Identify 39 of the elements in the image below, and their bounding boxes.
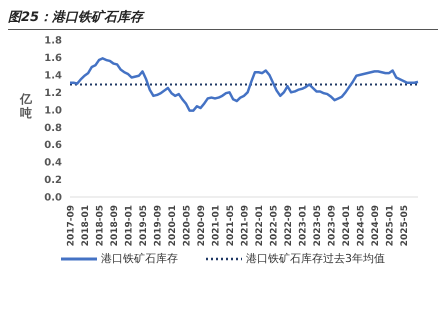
x-tick-label: 2025-05 <box>400 205 410 246</box>
legend-label: 港口铁矿石库存 <box>101 251 178 266</box>
x-tick-label: 2018-01 <box>80 205 91 246</box>
x-tick-label: 2020-01 <box>168 205 178 246</box>
x-tick-label: 2022-05 <box>269 205 280 246</box>
y-tick-label: 1.6 <box>44 52 62 64</box>
x-tick-label: 2021-01 <box>211 205 222 246</box>
x-tick-label: 2018-09 <box>110 205 120 246</box>
y-tick-label: 1.0 <box>44 105 62 116</box>
x-tick-label: 2019-09 <box>153 205 164 246</box>
x-tick-label: 2023-01 <box>298 205 308 246</box>
y-tick-label: 1.4 <box>44 70 62 82</box>
x-tick-label: 2024-01 <box>342 205 352 246</box>
x-tick-label: 2023-05 <box>312 205 323 246</box>
x-tick-label: 2019-01 <box>124 205 134 246</box>
x-tick-label: 2019-05 <box>138 205 149 246</box>
x-tick-label: 2024-09 <box>370 205 381 246</box>
x-tick-label: 2025-01 <box>385 205 396 246</box>
y-axis-title: 亿吨 <box>20 92 33 120</box>
y-tick-label: 0.8 <box>44 122 62 134</box>
y-tick-label: 1.2 <box>44 88 62 99</box>
x-tick-label: 2017-09 <box>66 205 76 246</box>
x-tick-label: 2022-09 <box>284 205 294 246</box>
legend-label: 港口铁矿石库存过去3年均值 <box>246 251 385 266</box>
y-tick-label: 0.2 <box>44 175 62 186</box>
x-tick-label: 2020-05 <box>182 205 192 246</box>
x-tick-label: 2020-09 <box>196 205 207 246</box>
y-tick-label: 0.0 <box>44 192 62 204</box>
x-tick-label: 2023-09 <box>327 205 338 246</box>
x-tick-label: 2024-05 <box>356 205 366 246</box>
chart-title: 图25：港口铁矿石库存 <box>8 8 438 30</box>
x-tick-label: 2022-01 <box>254 205 265 246</box>
x-tick-label: 2018-05 <box>95 205 106 246</box>
x-tick-label: 2021-05 <box>226 205 236 246</box>
y-tick-label: 0.4 <box>44 158 62 169</box>
x-tick-label: 2021-09 <box>240 205 250 246</box>
y-tick-label: 0.6 <box>44 140 62 152</box>
line-series <box>68 57 420 112</box>
y-tick-label: 1.8 <box>44 36 62 47</box>
